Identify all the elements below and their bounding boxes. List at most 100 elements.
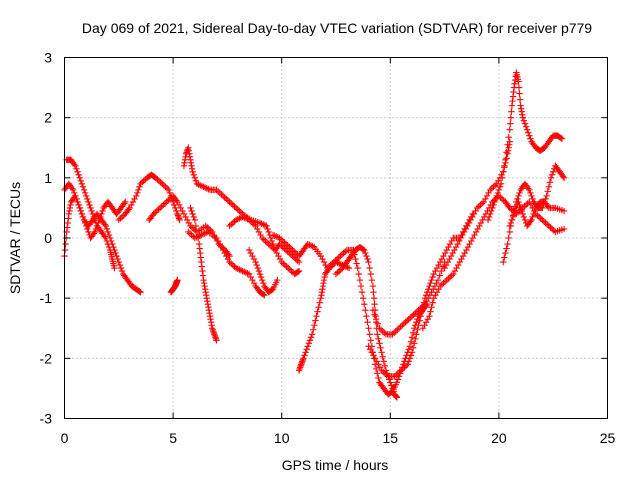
data-point (422, 319, 430, 326)
data-point (522, 123, 530, 130)
data-point (506, 228, 513, 236)
data-point (406, 343, 414, 350)
data-point (502, 156, 509, 163)
data-point (451, 246, 458, 254)
data-point (216, 189, 223, 197)
data-point (105, 231, 113, 239)
data-point (258, 234, 266, 242)
data-point (388, 382, 395, 389)
data-point (463, 246, 470, 254)
data-point (494, 189, 502, 197)
data-point (158, 203, 165, 210)
data-point (315, 303, 322, 311)
data-point (136, 183, 143, 191)
data-point (370, 294, 378, 302)
data-point (550, 227, 557, 234)
data-point (94, 219, 102, 227)
series-track-2 (63, 156, 118, 272)
data-point (308, 331, 316, 338)
data-point (408, 313, 416, 320)
data-point (75, 201, 82, 209)
data-point (377, 326, 385, 333)
data-point (87, 204, 94, 212)
data-point (491, 182, 499, 189)
data-point (245, 246, 253, 254)
series-track-9 (185, 228, 268, 299)
data-point (539, 216, 546, 224)
data-point (165, 186, 172, 194)
data-point (342, 248, 349, 255)
data-point (232, 204, 240, 212)
data-point (334, 269, 341, 276)
data-point (488, 207, 495, 215)
data-point (368, 349, 376, 356)
data-point (414, 326, 421, 333)
data-point (527, 189, 534, 197)
data-point (413, 331, 420, 338)
data-point (85, 198, 92, 206)
data-point (520, 213, 528, 221)
data-point (189, 168, 196, 176)
data-point (476, 222, 483, 230)
data-point (189, 210, 196, 218)
data-point (287, 251, 295, 258)
data-point (103, 237, 111, 245)
data-point (114, 255, 121, 263)
data-point (497, 180, 505, 188)
data-point (543, 192, 550, 200)
data-point (547, 174, 555, 182)
data-point (374, 331, 381, 338)
data-point (530, 210, 537, 218)
data-point (507, 120, 514, 127)
data-point (426, 313, 433, 320)
x-tick-label: 25 (600, 430, 616, 446)
data-point (420, 299, 428, 306)
data-point (410, 340, 418, 347)
data-point (417, 313, 424, 320)
data-point (77, 177, 84, 185)
data-point (86, 201, 93, 209)
data-point (539, 204, 546, 212)
data-point (488, 185, 496, 192)
data-point (461, 249, 468, 257)
data-point (355, 270, 363, 278)
series-track-20 (484, 69, 566, 224)
data-point (190, 171, 197, 179)
data-point (283, 263, 290, 270)
data-point (68, 185, 76, 192)
data-point (345, 264, 353, 272)
data-point (105, 243, 113, 251)
data-point (503, 245, 510, 252)
data-point (71, 161, 78, 168)
data-point (448, 237, 455, 245)
data-point (422, 291, 430, 299)
data-point (425, 285, 432, 293)
data-point (369, 282, 377, 290)
data-point (376, 364, 384, 371)
data-point (213, 337, 220, 344)
data-point (392, 328, 399, 335)
data-point (340, 249, 347, 257)
data-point (77, 207, 84, 215)
data-point (500, 168, 507, 176)
data-point (236, 207, 243, 215)
data-point (364, 255, 371, 263)
data-point (505, 234, 512, 242)
data-point (435, 285, 442, 293)
data-point (487, 186, 494, 194)
data-point (372, 316, 380, 323)
data-point (97, 213, 104, 221)
data-point (526, 132, 533, 139)
y-tick-label: 2 (44, 110, 52, 126)
data-point (389, 331, 396, 338)
data-point (445, 275, 452, 282)
data-point (443, 276, 450, 284)
data-point (542, 219, 549, 227)
data-point (84, 225, 91, 233)
data-point (540, 218, 548, 225)
data-point (445, 243, 452, 251)
data-point (421, 322, 428, 329)
data-point (90, 213, 98, 221)
data-point (516, 90, 523, 97)
